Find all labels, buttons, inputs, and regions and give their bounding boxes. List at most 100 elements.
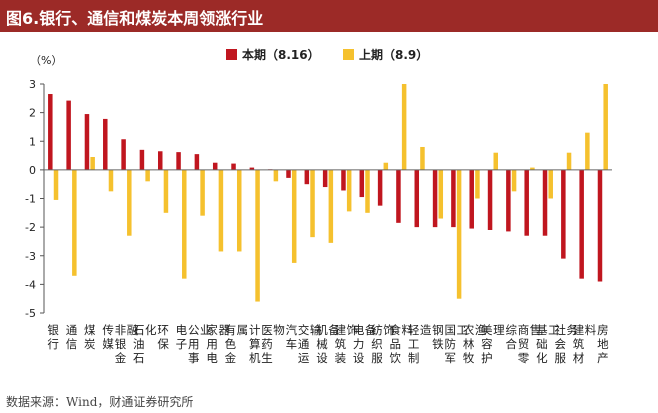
bar-current xyxy=(542,169,548,236)
category-label: 环保 xyxy=(157,323,169,351)
y-axis: 3 2 1 0 -1 -2 -3 -4 -5 xyxy=(25,78,45,320)
bar-previous xyxy=(346,169,352,212)
bar-current xyxy=(414,169,420,228)
bar-previous xyxy=(200,169,205,216)
category-label: 国防军工 xyxy=(445,323,469,365)
bar-current xyxy=(103,118,108,170)
source-note: 数据来源：Wind，财通证券研究所 xyxy=(6,395,194,409)
bar-current xyxy=(597,169,603,282)
legend-label-previous: 上期（8.9） xyxy=(359,47,428,62)
category-label: 有色金属 xyxy=(225,323,249,365)
bar-previous xyxy=(218,169,224,252)
bar-previous xyxy=(127,169,132,236)
bar-previous xyxy=(585,132,590,170)
y-tick-label: -1 xyxy=(25,193,36,206)
bar-current xyxy=(231,163,236,170)
category-label: 电力设备 xyxy=(353,323,377,365)
bar-previous xyxy=(365,169,370,213)
category-label: 传媒 xyxy=(102,323,114,351)
category-label: 机械设备 xyxy=(316,323,340,365)
bar-previous xyxy=(493,152,499,170)
category-label: 交通运输 xyxy=(298,323,322,365)
bars xyxy=(48,84,608,302)
bar-current xyxy=(194,154,200,170)
category-label: 农林牧渔 xyxy=(463,323,487,365)
category-label: 医药生物 xyxy=(261,323,285,365)
bar-previous xyxy=(438,169,444,219)
category-label: 商贸零售 xyxy=(518,323,542,365)
category-label: 家用电器 xyxy=(206,323,230,365)
unit-label: （%） xyxy=(30,54,62,67)
bar-current xyxy=(249,167,255,170)
bar-previous xyxy=(383,162,389,170)
y-tick-label: 3 xyxy=(29,78,36,91)
bar-previous xyxy=(456,169,462,299)
bar-current xyxy=(469,169,474,229)
category-label: 计算机 xyxy=(249,323,261,365)
bar-current xyxy=(396,169,401,223)
category-label: 钢铁 xyxy=(432,323,444,351)
category-label: 银行 xyxy=(47,323,59,351)
bar-previous xyxy=(328,169,334,243)
category-label: 通信 xyxy=(66,323,78,351)
y-tick-label: -4 xyxy=(25,278,36,291)
y-tick-label: 1 xyxy=(29,135,36,148)
bar-previous xyxy=(548,169,553,199)
bar-previous xyxy=(511,169,517,192)
bar-current xyxy=(506,169,511,232)
bar-current xyxy=(212,162,218,170)
bar-previous xyxy=(255,169,260,302)
bar-previous xyxy=(291,169,297,263)
bar-previous xyxy=(236,169,242,252)
bar-previous xyxy=(273,169,279,182)
bar-chart: 本期（8.16） 上期（8.9） （%） 3 2 1 0 -1 -2 -3 -4 -5 银行通信… xyxy=(25,47,612,365)
category-label: 电子 xyxy=(176,323,188,351)
bar-current xyxy=(377,169,383,206)
legend: 本期（8.16） 上期（8.9） xyxy=(226,47,428,62)
bar-previous xyxy=(603,84,608,170)
bar-current xyxy=(561,169,566,259)
bar-current xyxy=(121,139,126,170)
x-axis: 银行通信煤炭传媒非银金融石油石化 环保电子公用事业家用电器有色金属 计算机医药生物汽… xyxy=(44,169,612,365)
bar-current xyxy=(579,169,584,279)
legend-swatch-previous xyxy=(343,49,354,60)
bar-current xyxy=(66,100,71,170)
bar-current xyxy=(341,169,346,191)
category-label: 综合 xyxy=(505,323,517,351)
category-label: 社会服务 xyxy=(554,323,578,365)
category-label: 食品饮料 xyxy=(390,323,414,365)
bar-previous xyxy=(310,169,315,238)
bar-current xyxy=(432,169,438,228)
bar-current xyxy=(139,149,145,170)
bar-current xyxy=(176,152,181,170)
category-label: 煤炭 xyxy=(84,323,96,351)
category-label: 美容护理 xyxy=(481,323,505,365)
y-tick-label: -5 xyxy=(25,307,36,320)
category-label: 汽车 xyxy=(286,323,298,351)
category-label: 基础化工 xyxy=(536,323,560,365)
category-label: 建筑材料 xyxy=(573,323,597,365)
page-title: 图6.银行、通信和煤炭本周领涨行业 xyxy=(6,9,264,28)
bar-previous xyxy=(108,169,114,192)
bar-current xyxy=(48,94,53,170)
bar-current xyxy=(157,151,163,170)
category-label: 轻工制造 xyxy=(408,323,432,365)
bar-previous xyxy=(72,169,77,276)
title-bar: 图6.银行、通信和煤炭本周领涨行业 xyxy=(0,0,658,32)
bar-current xyxy=(84,114,90,170)
category-label: 非银金融 xyxy=(115,323,139,365)
legend-swatch-current xyxy=(226,49,237,60)
y-tick-label: -2 xyxy=(25,221,36,234)
y-tick-label: 2 xyxy=(29,107,36,120)
legend-label-current: 本期（8.16） xyxy=(242,47,320,62)
bar-current xyxy=(304,169,310,185)
category-label: 石油石化 xyxy=(133,323,157,365)
bar-current xyxy=(524,169,529,236)
bar-current xyxy=(487,169,493,230)
bar-current xyxy=(359,169,365,198)
bar-previous xyxy=(530,167,535,170)
bar-previous xyxy=(475,169,480,199)
category-label: 公用事业 xyxy=(188,323,212,365)
y-tick-label: -3 xyxy=(25,250,36,263)
bar-previous xyxy=(163,169,169,213)
